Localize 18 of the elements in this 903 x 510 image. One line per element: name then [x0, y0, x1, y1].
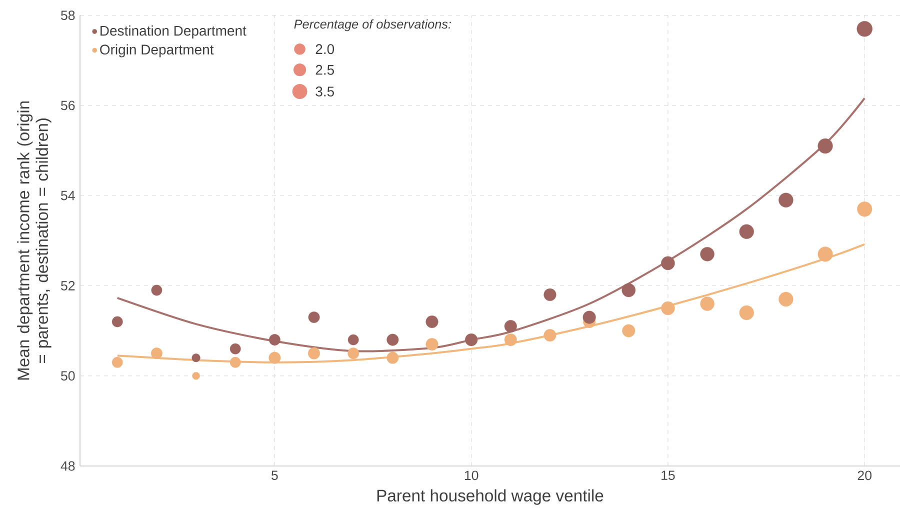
legend-label: Origin Department [100, 44, 214, 58]
x-tick-label: 20 [858, 470, 872, 480]
y-tick-label: 50 [61, 371, 75, 381]
x-tick-label: 5 [272, 470, 278, 480]
y-tick-label: 52 [61, 281, 75, 290]
y-axis-title: Mean department income rank (origin = parents, destination = children) [17, 101, 52, 380]
legend-label: Destination Department [100, 25, 246, 38]
y-tick-label: 58 [61, 10, 75, 20]
x-axis-title: Parent household wage ventile [377, 489, 604, 505]
legend-title: Percentage of observations: [294, 19, 452, 32]
x-tick-label: 10 [464, 470, 478, 480]
y-tick-label: 54 [61, 190, 75, 200]
y-tick-label: 56 [61, 100, 75, 110]
x-tick-label: 15 [662, 470, 675, 480]
y-tick-label: 48 [60, 461, 75, 471]
legend-label: 2.0 [316, 44, 334, 54]
legend-label: 3.5 [316, 86, 334, 96]
legend-label: 2.5 [316, 64, 334, 75]
